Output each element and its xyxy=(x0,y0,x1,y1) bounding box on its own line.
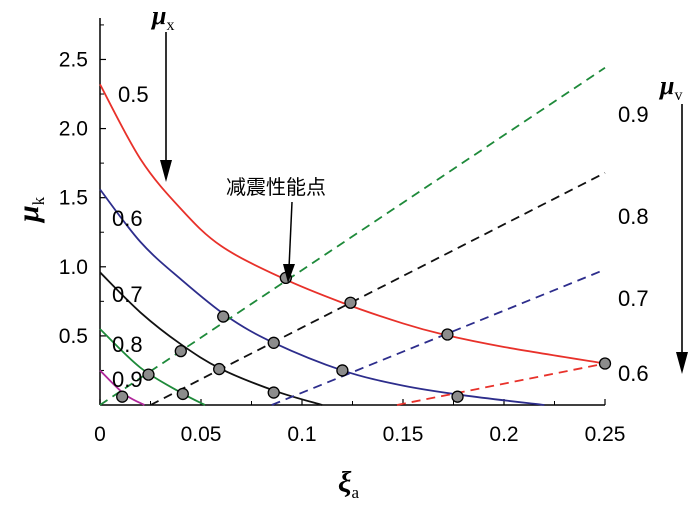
annotation-arrowhead xyxy=(283,264,295,283)
x-tick-label-0: 0 xyxy=(94,423,106,446)
performance-point-6 xyxy=(336,364,349,377)
mu-x-curve-label-0.6: 0.6 xyxy=(112,206,143,231)
mu-v-curve-label-0.7: 0.7 xyxy=(618,286,649,311)
y-axis-title: μk xyxy=(12,196,48,224)
mu-v-title: μv xyxy=(658,71,682,104)
mu-v-curve-0.7 xyxy=(271,268,606,406)
axes: 0 0.05 0.1 0.15 0.2 0.25 0.5 1.0 1.5 2.0 2.5 xyxy=(59,18,626,446)
y-tick-label-2: 1.5 xyxy=(59,187,88,210)
mu-x-curve-label-0.7: 0.7 xyxy=(112,282,143,307)
x-tick-label-4: 0.2 xyxy=(489,423,518,446)
performance-point-3 xyxy=(598,357,612,370)
performance-point-7 xyxy=(451,390,464,403)
annotation-label: 减震性能点 xyxy=(226,175,326,199)
performance-point-11 xyxy=(142,368,155,381)
mu-v-curve-label-0.6: 0.6 xyxy=(618,361,649,386)
mu-v-curve-label-0.9: 0.9 xyxy=(618,102,649,127)
mu-x-title: μx xyxy=(150,1,174,34)
mu-v-curve-0.9 xyxy=(99,67,606,406)
x-axis-title: ξa xyxy=(338,466,359,502)
x-tick-label-2: 0.1 xyxy=(287,423,316,446)
y-tick-label-3: 2.0 xyxy=(59,118,88,141)
performance-points xyxy=(116,271,612,403)
performance-point-12 xyxy=(176,387,189,401)
mu-x-curve-label-0.5: 0.5 xyxy=(118,82,149,107)
performance-point-5 xyxy=(267,336,280,349)
mu-v-curve-label-0.8: 0.8 xyxy=(618,204,649,229)
mu-v-curve-0.8 xyxy=(150,171,606,406)
y-tick-label-4: 2.5 xyxy=(59,48,88,71)
performance-point-9 xyxy=(213,362,226,376)
mu-x-curve-0.5 xyxy=(99,83,606,365)
x-tick-label-5: 0.25 xyxy=(585,423,626,446)
mu-v-curve-0.6 xyxy=(396,362,606,406)
y-tick-label-0: 0.5 xyxy=(59,325,88,348)
mu-x-curve-label-0.8: 0.8 xyxy=(112,332,143,357)
performance-point-10 xyxy=(267,386,280,399)
mu-x-arrowhead xyxy=(160,160,172,182)
performance-point-4 xyxy=(217,310,230,323)
mu-x-curve-0.8 xyxy=(99,328,206,406)
annotation-arrow xyxy=(288,201,293,269)
x-tick-label-1: 0.05 xyxy=(181,423,222,446)
performance-point-2 xyxy=(441,328,454,341)
performance-point-1 xyxy=(344,296,357,309)
mu-x-curve-label-0.9: 0.9 xyxy=(112,367,143,392)
mu-x-curve-0.7 xyxy=(99,271,323,406)
performance-point-8 xyxy=(174,344,187,358)
labels: 0.5 0.6 0.7 0.8 0.9 0.9 0.8 0.7 0.6 xyxy=(112,82,649,392)
x-tick-label-3: 0.15 xyxy=(383,423,424,446)
mu-v-arrowhead xyxy=(676,352,688,374)
y-tick-label-1: 1.0 xyxy=(59,256,88,279)
performance-point-13 xyxy=(116,390,129,403)
mu-x-curve-0.6 xyxy=(99,188,545,406)
